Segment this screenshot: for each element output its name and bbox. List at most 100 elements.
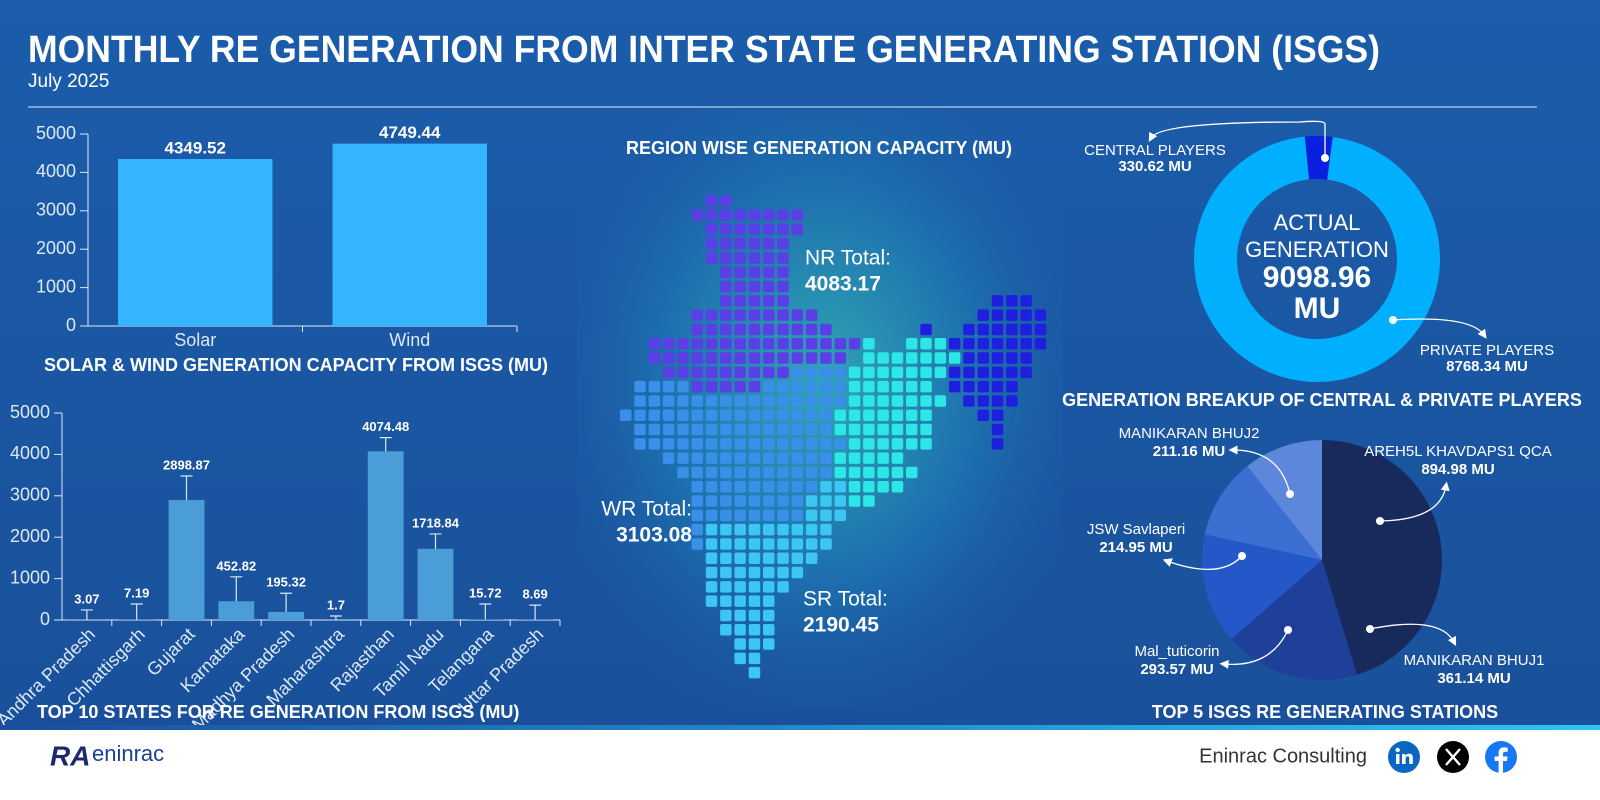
map-cell <box>777 495 789 507</box>
map-cell <box>920 338 932 350</box>
map-cell <box>848 395 861 407</box>
map-cell <box>720 195 732 207</box>
map-cell <box>948 380 961 393</box>
map-cell <box>763 409 775 421</box>
map-cell <box>863 466 875 479</box>
map-cell <box>920 323 932 336</box>
map-cell <box>677 466 689 479</box>
map-cell <box>763 252 775 264</box>
map-cell <box>705 538 718 550</box>
map-cell <box>691 509 703 522</box>
map-cell <box>763 295 775 307</box>
map-cell <box>863 395 875 407</box>
center-unit: MU <box>1294 292 1341 325</box>
y-tick-label: 1000 <box>36 276 76 296</box>
slice-label: JSW Savlaperi <box>1087 521 1185 538</box>
map-cell <box>620 409 632 421</box>
map-cell <box>906 352 918 364</box>
map-cell <box>820 495 832 507</box>
map-cell <box>1020 352 1032 364</box>
map-cell <box>1006 323 1018 336</box>
donut-slice <box>1304 136 1333 180</box>
map-cell <box>748 523 761 536</box>
map-cell <box>777 523 789 536</box>
map-cell <box>705 438 718 450</box>
map-cell <box>791 323 804 336</box>
map-cell <box>734 380 746 393</box>
x-icon[interactable] <box>1437 741 1469 773</box>
center-value: 9098.96 <box>1263 261 1371 294</box>
map-cell <box>820 323 832 336</box>
map-cell <box>748 624 761 636</box>
map-cell <box>877 352 889 364</box>
error-bar <box>479 603 492 620</box>
bar <box>332 143 487 326</box>
map-cell <box>748 223 761 236</box>
map-cell <box>734 452 746 464</box>
map-cell <box>863 452 875 464</box>
map-cell <box>720 452 732 464</box>
x-tick-label: Solar <box>174 330 216 350</box>
map-cell <box>991 295 1004 307</box>
map-cell <box>720 423 732 436</box>
map-cell <box>748 438 761 450</box>
map-cell <box>763 538 775 550</box>
map-cell <box>805 552 818 564</box>
map-cell <box>734 538 746 550</box>
map-cell <box>748 252 761 264</box>
map-cell <box>720 280 732 293</box>
map-cell <box>763 581 775 593</box>
map-cell <box>734 352 746 364</box>
map-cell <box>677 380 689 393</box>
bar <box>417 548 454 620</box>
map-cell <box>662 366 675 379</box>
map-cell <box>691 366 703 379</box>
value-label: 1718.84 <box>412 515 460 530</box>
map-cell <box>748 280 761 293</box>
map-cell <box>906 466 918 479</box>
map-cell <box>691 395 703 407</box>
error-bar <box>80 609 93 620</box>
value-label: 15.72 <box>469 585 502 600</box>
map-cell <box>634 423 646 436</box>
map-cell <box>734 609 746 622</box>
map-cell <box>891 380 904 393</box>
map-cell <box>791 338 804 350</box>
bar <box>367 451 404 620</box>
facebook-icon[interactable] <box>1485 741 1517 773</box>
map-cell <box>662 438 675 450</box>
bar <box>467 619 504 620</box>
chart-title: REGION WISE GENERATION CAPACITY (MU) <box>626 138 1012 158</box>
map-cell <box>791 523 804 536</box>
map-cell <box>963 338 975 350</box>
map-cell <box>805 366 818 379</box>
map-cell <box>734 552 746 564</box>
region-name: SR Total: <box>803 588 888 611</box>
callout <box>1369 623 1457 647</box>
chart-title: SOLAR & WIND GENERATION CAPACITY FROM IS… <box>44 355 548 375</box>
map-cell <box>691 495 703 507</box>
map-cell <box>734 509 746 522</box>
map-cell <box>834 338 846 350</box>
callout <box>1228 445 1291 495</box>
linkedin-icon[interactable] <box>1388 741 1420 773</box>
map-cell <box>734 295 746 307</box>
map-cell <box>934 352 947 364</box>
map-cell <box>720 609 732 622</box>
map-cell <box>906 395 918 407</box>
center-label: GENERATION <box>1245 237 1389 262</box>
callout <box>1148 120 1326 158</box>
map-cell <box>791 438 804 450</box>
map-cell <box>891 366 904 379</box>
y-tick-label: 2000 <box>10 526 50 546</box>
map-cell <box>834 409 846 421</box>
chart-title: TOP 5 ISGS RE GENERATING STATIONS <box>1152 702 1498 722</box>
map-cell <box>734 237 746 250</box>
map-cell <box>705 252 718 264</box>
map-cell <box>720 552 732 564</box>
y-tick-label: 1000 <box>10 567 50 587</box>
map-cell <box>705 481 718 493</box>
map-cell <box>748 566 761 579</box>
map-cell <box>734 481 746 493</box>
